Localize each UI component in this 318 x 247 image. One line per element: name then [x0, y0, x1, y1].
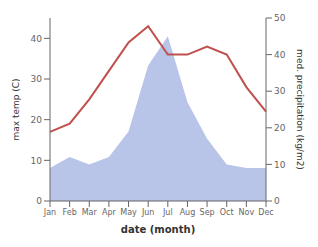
svg-text:40: 40: [274, 50, 286, 60]
svg-text:May: May: [120, 208, 137, 217]
svg-text:30: 30: [31, 74, 43, 84]
svg-text:30: 30: [274, 86, 286, 96]
svg-text:20: 20: [31, 115, 43, 125]
svg-text:Aug: Aug: [180, 208, 196, 217]
svg-text:40: 40: [31, 34, 43, 44]
svg-text:med. precipitation (kg/m2): med. precipitation (kg/m2): [295, 49, 305, 170]
svg-text:Jul: Jul: [162, 208, 173, 217]
svg-text:Jan: Jan: [43, 208, 56, 217]
svg-text:Jun: Jun: [141, 208, 155, 217]
svg-text:10: 10: [274, 160, 286, 170]
svg-text:Mar: Mar: [82, 208, 98, 217]
svg-text:Dec: Dec: [258, 208, 273, 217]
svg-text:Feb: Feb: [63, 208, 77, 217]
svg-text:max temp (C): max temp (C): [11, 78, 21, 140]
svg-text:0: 0: [36, 196, 42, 206]
svg-text:10: 10: [31, 156, 43, 166]
svg-text:Oct: Oct: [220, 208, 234, 217]
svg-text:Sep: Sep: [200, 208, 215, 217]
svg-text:20: 20: [274, 123, 286, 133]
svg-text:50: 50: [274, 13, 286, 23]
svg-text:Apr: Apr: [102, 208, 117, 217]
svg-text:0: 0: [274, 196, 280, 206]
svg-text:date (month): date (month): [121, 224, 195, 235]
svg-text:Nov: Nov: [239, 208, 255, 217]
